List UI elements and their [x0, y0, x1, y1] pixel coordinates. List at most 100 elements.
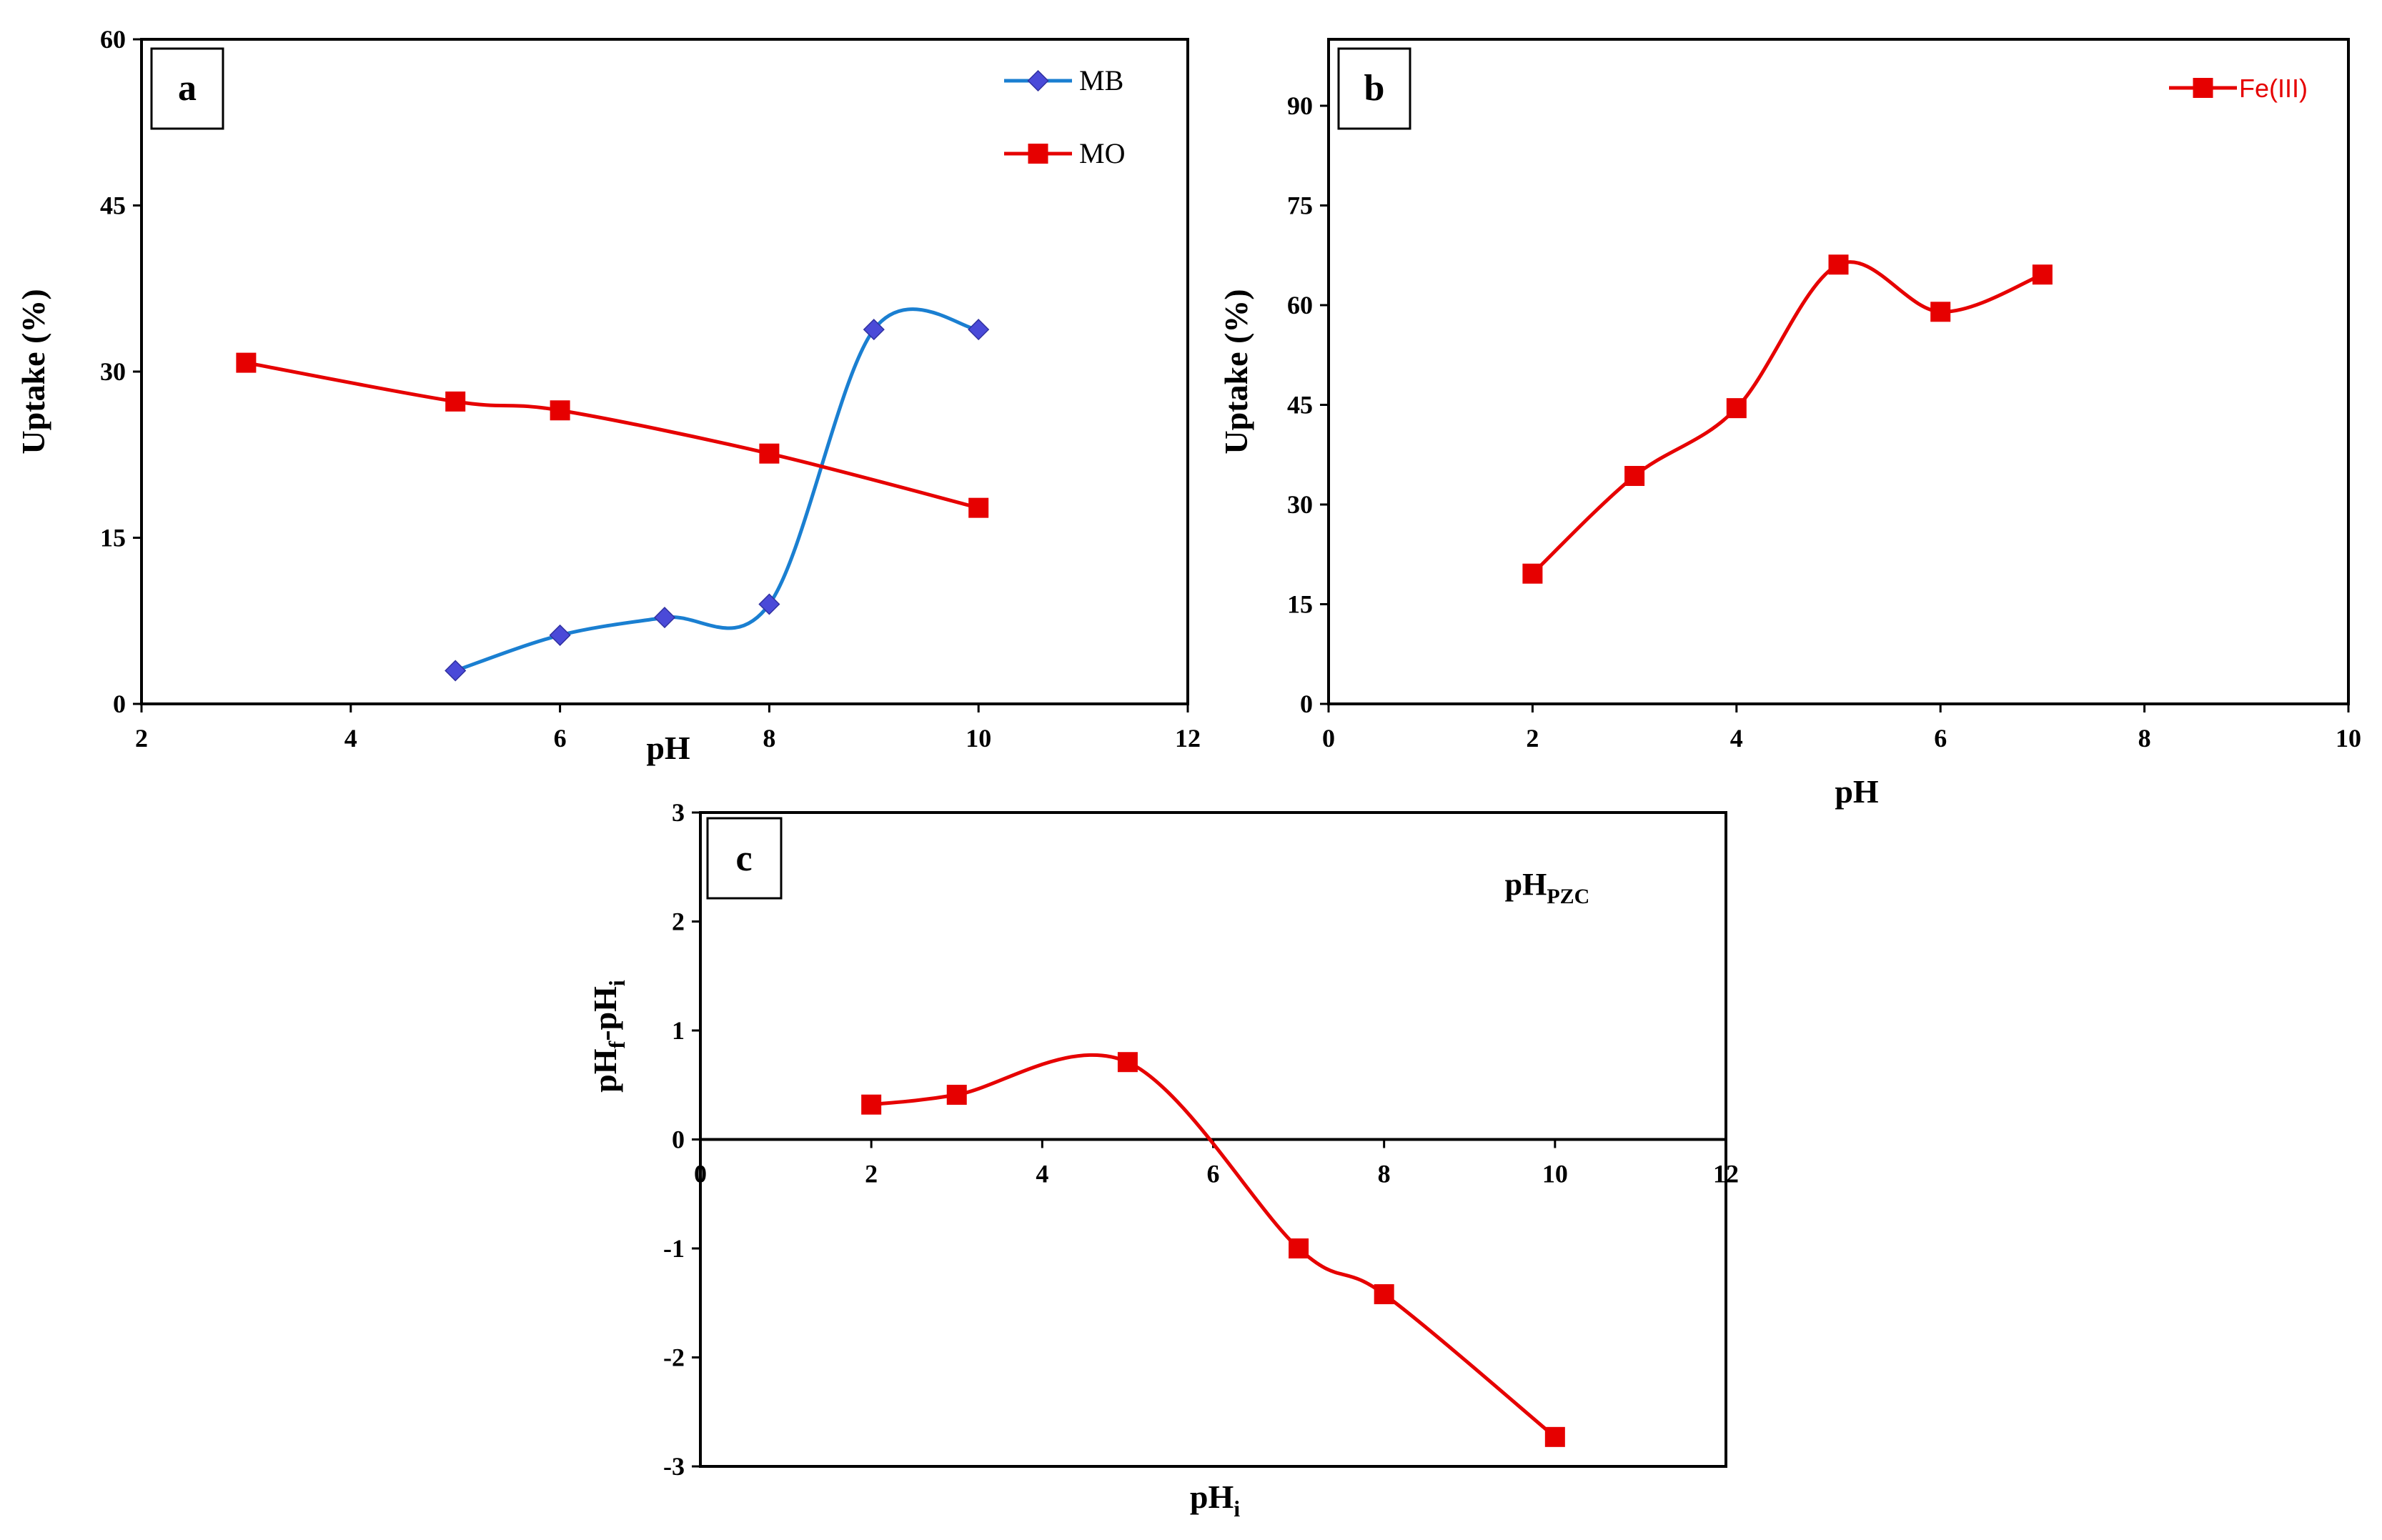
panel-label-box: [706, 817, 783, 900]
y-tick-label: 15: [100, 524, 126, 552]
pzc-annotation-main: pH: [1505, 867, 1547, 902]
plot-frame: [1327, 38, 2350, 705]
series-mo: [236, 352, 989, 518]
data-point: [653, 607, 676, 629]
y-axis-title: Uptake (%): [1218, 289, 1254, 454]
y-tick-label: -1: [663, 1234, 685, 1263]
data-point: [1374, 1284, 1394, 1305]
y-tick-label: 60: [1287, 291, 1313, 319]
data-point: [1624, 466, 1645, 487]
data-point: [2032, 264, 2053, 285]
y-tick-label: 30: [1287, 490, 1313, 519]
x-tick-label: 0: [694, 1160, 707, 1188]
x-tick-label: 8: [2138, 724, 2151, 752]
legend-label: Fe(III): [2239, 74, 2308, 103]
y-tick-label: 30: [100, 357, 126, 386]
y-tick-label: 1: [672, 1016, 685, 1045]
panel-label: b: [1364, 68, 1385, 109]
x-tick-label: 6: [1934, 724, 1947, 752]
y-tick-label: 90: [1287, 91, 1313, 120]
x-axis-title-sub: i: [1234, 1496, 1240, 1521]
x-axis-title: pH: [1835, 773, 1879, 810]
data-point: [549, 624, 571, 646]
y-tick-label: 60: [100, 25, 126, 54]
panel-label-box: [150, 47, 224, 130]
data-point: [1117, 1052, 1138, 1073]
x-axis-title-main: pH: [1190, 1479, 1234, 1515]
x-axis-title: pHi: [1190, 1479, 1240, 1521]
series-phf-phi: [861, 1052, 1565, 1447]
y-axis-title-sub: i: [604, 980, 630, 986]
data-point: [236, 352, 257, 373]
legend-label: MB: [1079, 64, 1123, 96]
data-point: [968, 319, 990, 341]
data-point: [946, 1084, 967, 1105]
data-point: [758, 593, 780, 615]
data-point: [1522, 563, 1543, 584]
x-tick-label: 8: [1378, 1160, 1391, 1188]
y-tick-label: 75: [1287, 192, 1313, 220]
series-line: [244, 361, 981, 510]
data-point: [759, 443, 780, 464]
x-axis-title: pH: [646, 730, 690, 766]
x-tick-label: 8: [763, 724, 775, 752]
legend-entry: MB: [1004, 64, 1123, 96]
x-tick-label: 10: [966, 724, 991, 752]
x-tick-label: 2: [1526, 724, 1539, 752]
x-tick-label: 12: [1713, 1160, 1739, 1188]
panel-label: c: [735, 838, 752, 879]
data-point: [445, 391, 466, 412]
x-tick-label: 6: [1207, 1160, 1220, 1188]
y-tick-label: 0: [672, 1126, 685, 1154]
data-point: [1726, 398, 1747, 419]
y-tick-label: 15: [1287, 590, 1313, 619]
data-point: [1930, 302, 1951, 322]
data-point: [861, 1094, 882, 1115]
data-point: [445, 660, 467, 682]
y-tick-label: 45: [100, 192, 126, 220]
data-point: [550, 400, 570, 421]
y-tick-label: 3: [672, 798, 685, 827]
y-tick-label: -2: [663, 1343, 685, 1372]
data-point: [1289, 1238, 1309, 1258]
series-fe-iii-: [1522, 254, 2053, 584]
panel-label-box: [1337, 47, 1411, 130]
pzc-annotation: pHPZC: [1505, 867, 1590, 908]
x-tick-label: 12: [1175, 724, 1201, 752]
y-tick-label: 0: [113, 690, 126, 718]
x-tick-label: 10: [1542, 1160, 1568, 1188]
data-point: [1544, 1426, 1565, 1447]
legend-marker: [2193, 78, 2213, 98]
y-tick-label: 45: [1287, 391, 1313, 419]
legend-marker: [1028, 144, 1048, 164]
pzc-annotation-sub: PZC: [1547, 885, 1589, 908]
legend-marker: [1027, 69, 1049, 92]
y-axis-title: Uptake (%): [15, 289, 51, 454]
y-tick-label: 0: [1300, 690, 1313, 718]
legend-entry: MO: [1004, 137, 1125, 169]
x-tick-label: 4: [1036, 1160, 1048, 1188]
y-axis-title-part: -pH: [587, 986, 623, 1041]
data-point: [863, 319, 885, 341]
x-tick-label: 2: [865, 1160, 878, 1188]
chart-panel-a: 0 15 30 45 60 2 4 6 8 10 12 a pH Uptake (%) MB MO: [15, 25, 1201, 766]
legend-label: MO: [1079, 137, 1125, 169]
legend-entry: Fe(III): [2169, 74, 2308, 103]
data-point: [1828, 254, 1849, 275]
y-axis-title-part: pH: [587, 1048, 623, 1093]
y-tick-label: 2: [672, 908, 685, 936]
panel-label: a: [178, 68, 197, 109]
y-tick-label: -3: [663, 1452, 685, 1481]
y-axis-title-sub: f: [604, 1040, 630, 1048]
x-tick-label: 0: [1322, 724, 1335, 752]
series-mb: [445, 307, 990, 682]
x-tick-label: 4: [344, 724, 357, 752]
y-axis-title: pHf-pHi: [587, 980, 630, 1093]
x-tick-label: 2: [135, 724, 148, 752]
x-tick-label: 6: [554, 724, 567, 752]
chart-panel-b: 0 15 30 45 60 75 90 0 2 4 6 8 10 b pH Uptake (%) Fe(III): [1218, 38, 2361, 810]
x-tick-label: 4: [1730, 724, 1743, 752]
